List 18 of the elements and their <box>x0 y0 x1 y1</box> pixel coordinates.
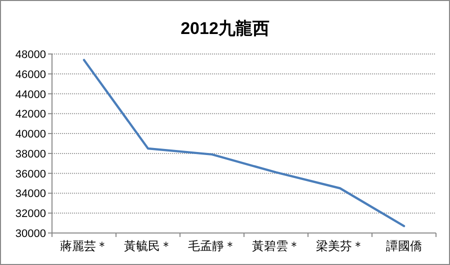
x-tick-label: 黃毓民＊ <box>124 239 172 253</box>
chart-title: 2012九龍西 <box>180 19 270 38</box>
y-tick-label: 42000 <box>15 108 46 121</box>
y-tick-label: 34000 <box>15 188 46 200</box>
y-tick-label: 32000 <box>15 208 46 220</box>
y-tick-label: 48000 <box>15 49 46 61</box>
y-tick-label: 44000 <box>15 88 46 101</box>
x-tick-label: 黃碧雲＊ <box>252 239 300 253</box>
x-tick-label: 毛孟靜＊ <box>188 239 236 253</box>
x-tick-label: 蔣麗芸＊ <box>60 239 108 253</box>
y-tick-label: 38000 <box>15 148 46 160</box>
y-tick-label: 36000 <box>15 168 46 180</box>
y-tick-label: 46000 <box>15 68 46 81</box>
y-tick-label: 40000 <box>15 128 46 141</box>
y-tick-label: 30000 <box>15 228 46 240</box>
x-tick-label: 譚國僑 <box>386 239 422 253</box>
line-series <box>82 58 406 228</box>
x-tick-label: 梁美芬＊ <box>316 239 364 253</box>
